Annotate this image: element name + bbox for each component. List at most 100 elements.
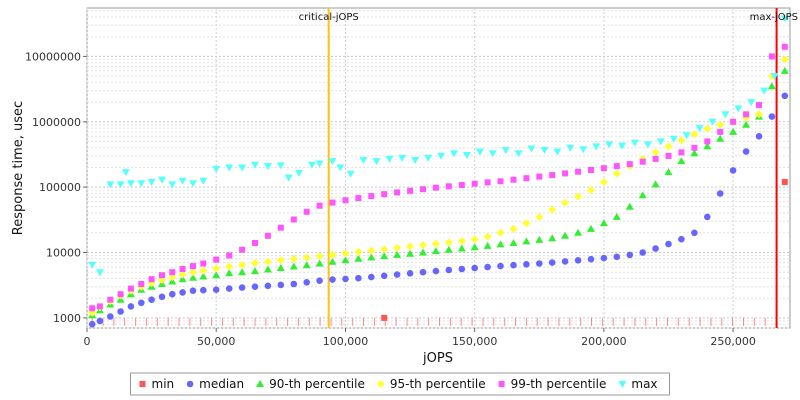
y-tick-label: 1000 <box>53 312 81 325</box>
data-point <box>178 270 187 279</box>
data-point <box>682 132 691 140</box>
data-point <box>226 252 233 259</box>
data-point <box>138 299 145 307</box>
legend-marker <box>186 380 194 388</box>
data-point <box>354 247 363 256</box>
reference-lines <box>327 8 778 328</box>
data-point <box>127 285 134 292</box>
data-point <box>303 208 310 215</box>
data-point <box>406 270 414 277</box>
data-point <box>302 253 311 262</box>
data-point <box>755 133 763 140</box>
data-point <box>411 157 420 164</box>
data-point <box>381 314 388 321</box>
data-point <box>613 253 621 261</box>
data-point <box>147 179 156 186</box>
data-point <box>95 269 104 277</box>
data-point <box>276 162 285 170</box>
legend-marker <box>256 380 265 387</box>
data-point <box>444 238 453 247</box>
legend-marker <box>376 380 385 388</box>
x-tick-label: 250,000 <box>710 335 756 348</box>
data-point <box>381 191 388 198</box>
data-point <box>716 190 724 197</box>
series-max <box>88 15 789 277</box>
data-point <box>307 161 316 169</box>
data-point <box>522 237 531 245</box>
data-point <box>756 102 762 109</box>
data-point <box>742 120 751 128</box>
data-point <box>704 213 711 221</box>
data-point <box>605 141 614 149</box>
data-point <box>238 284 246 291</box>
data-point <box>96 303 103 310</box>
data-point <box>88 320 96 328</box>
data-point <box>437 152 446 160</box>
x-tick-label: 50,000 <box>197 335 236 348</box>
data-point <box>548 234 557 242</box>
data-point <box>342 275 349 283</box>
data-point <box>548 259 556 266</box>
data-point <box>509 239 518 246</box>
data-point <box>548 205 557 214</box>
data-point <box>225 262 234 271</box>
data-point <box>315 252 324 261</box>
data-point <box>625 202 634 210</box>
x-tick-label: 0 <box>84 335 91 348</box>
data-point <box>328 250 337 259</box>
data-point <box>354 254 363 262</box>
data-point <box>372 158 381 166</box>
data-point <box>251 259 259 267</box>
data-point <box>678 149 685 156</box>
data-point <box>458 182 465 188</box>
reference-line-label: max-jOPS <box>750 12 798 23</box>
y-axis-label: Response time, usec <box>11 101 26 235</box>
data-point <box>199 266 208 275</box>
data-point <box>509 224 518 233</box>
legend-label: max <box>631 377 657 391</box>
data-point <box>470 235 479 244</box>
data-point <box>116 181 125 189</box>
data-point <box>678 235 685 243</box>
data-point <box>179 289 186 296</box>
legend-label: 95-th percentile <box>390 377 486 391</box>
legend-label: 90-th percentile <box>269 377 365 391</box>
data-point <box>263 265 272 273</box>
data-point <box>294 169 303 177</box>
data-point <box>781 92 789 100</box>
data-point <box>238 268 247 276</box>
data-point <box>523 175 530 182</box>
data-point <box>781 179 788 185</box>
data-point <box>290 280 298 288</box>
data-point <box>729 167 737 174</box>
data-point <box>721 111 730 119</box>
data-point <box>780 15 789 23</box>
data-point <box>341 256 350 264</box>
series-90-th-percentile <box>88 66 789 319</box>
data-point <box>225 269 234 277</box>
data-point <box>127 303 135 310</box>
data-point <box>169 269 176 276</box>
data-point <box>523 261 530 268</box>
data-point <box>612 169 621 178</box>
series-median <box>88 92 789 328</box>
legend-marker <box>618 381 627 388</box>
data-point <box>600 165 607 172</box>
data-point <box>444 245 453 253</box>
data-point <box>566 144 575 152</box>
data-point <box>264 282 272 290</box>
data-point <box>168 181 177 189</box>
data-point <box>743 111 750 118</box>
data-point <box>290 216 297 223</box>
data-point <box>303 279 311 286</box>
data-point <box>561 231 570 239</box>
series-min <box>381 179 790 321</box>
data-point <box>780 66 789 74</box>
data-point <box>484 179 491 186</box>
data-point <box>178 275 187 283</box>
data-point <box>406 242 415 251</box>
data-point <box>431 239 440 248</box>
data-point <box>549 172 556 179</box>
data-point <box>200 286 207 294</box>
data-point <box>289 254 298 263</box>
